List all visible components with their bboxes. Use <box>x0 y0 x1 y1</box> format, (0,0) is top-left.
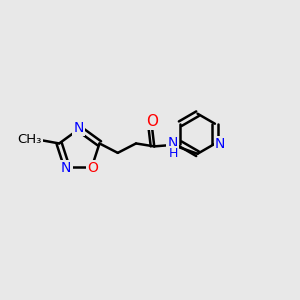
Text: N: N <box>61 161 71 175</box>
Text: N: N <box>74 121 84 135</box>
Text: N: N <box>167 136 178 150</box>
Text: N: N <box>215 137 225 151</box>
Text: O: O <box>87 161 98 175</box>
Text: H: H <box>169 147 178 160</box>
Text: CH₃: CH₃ <box>17 134 41 146</box>
Text: O: O <box>146 114 158 129</box>
